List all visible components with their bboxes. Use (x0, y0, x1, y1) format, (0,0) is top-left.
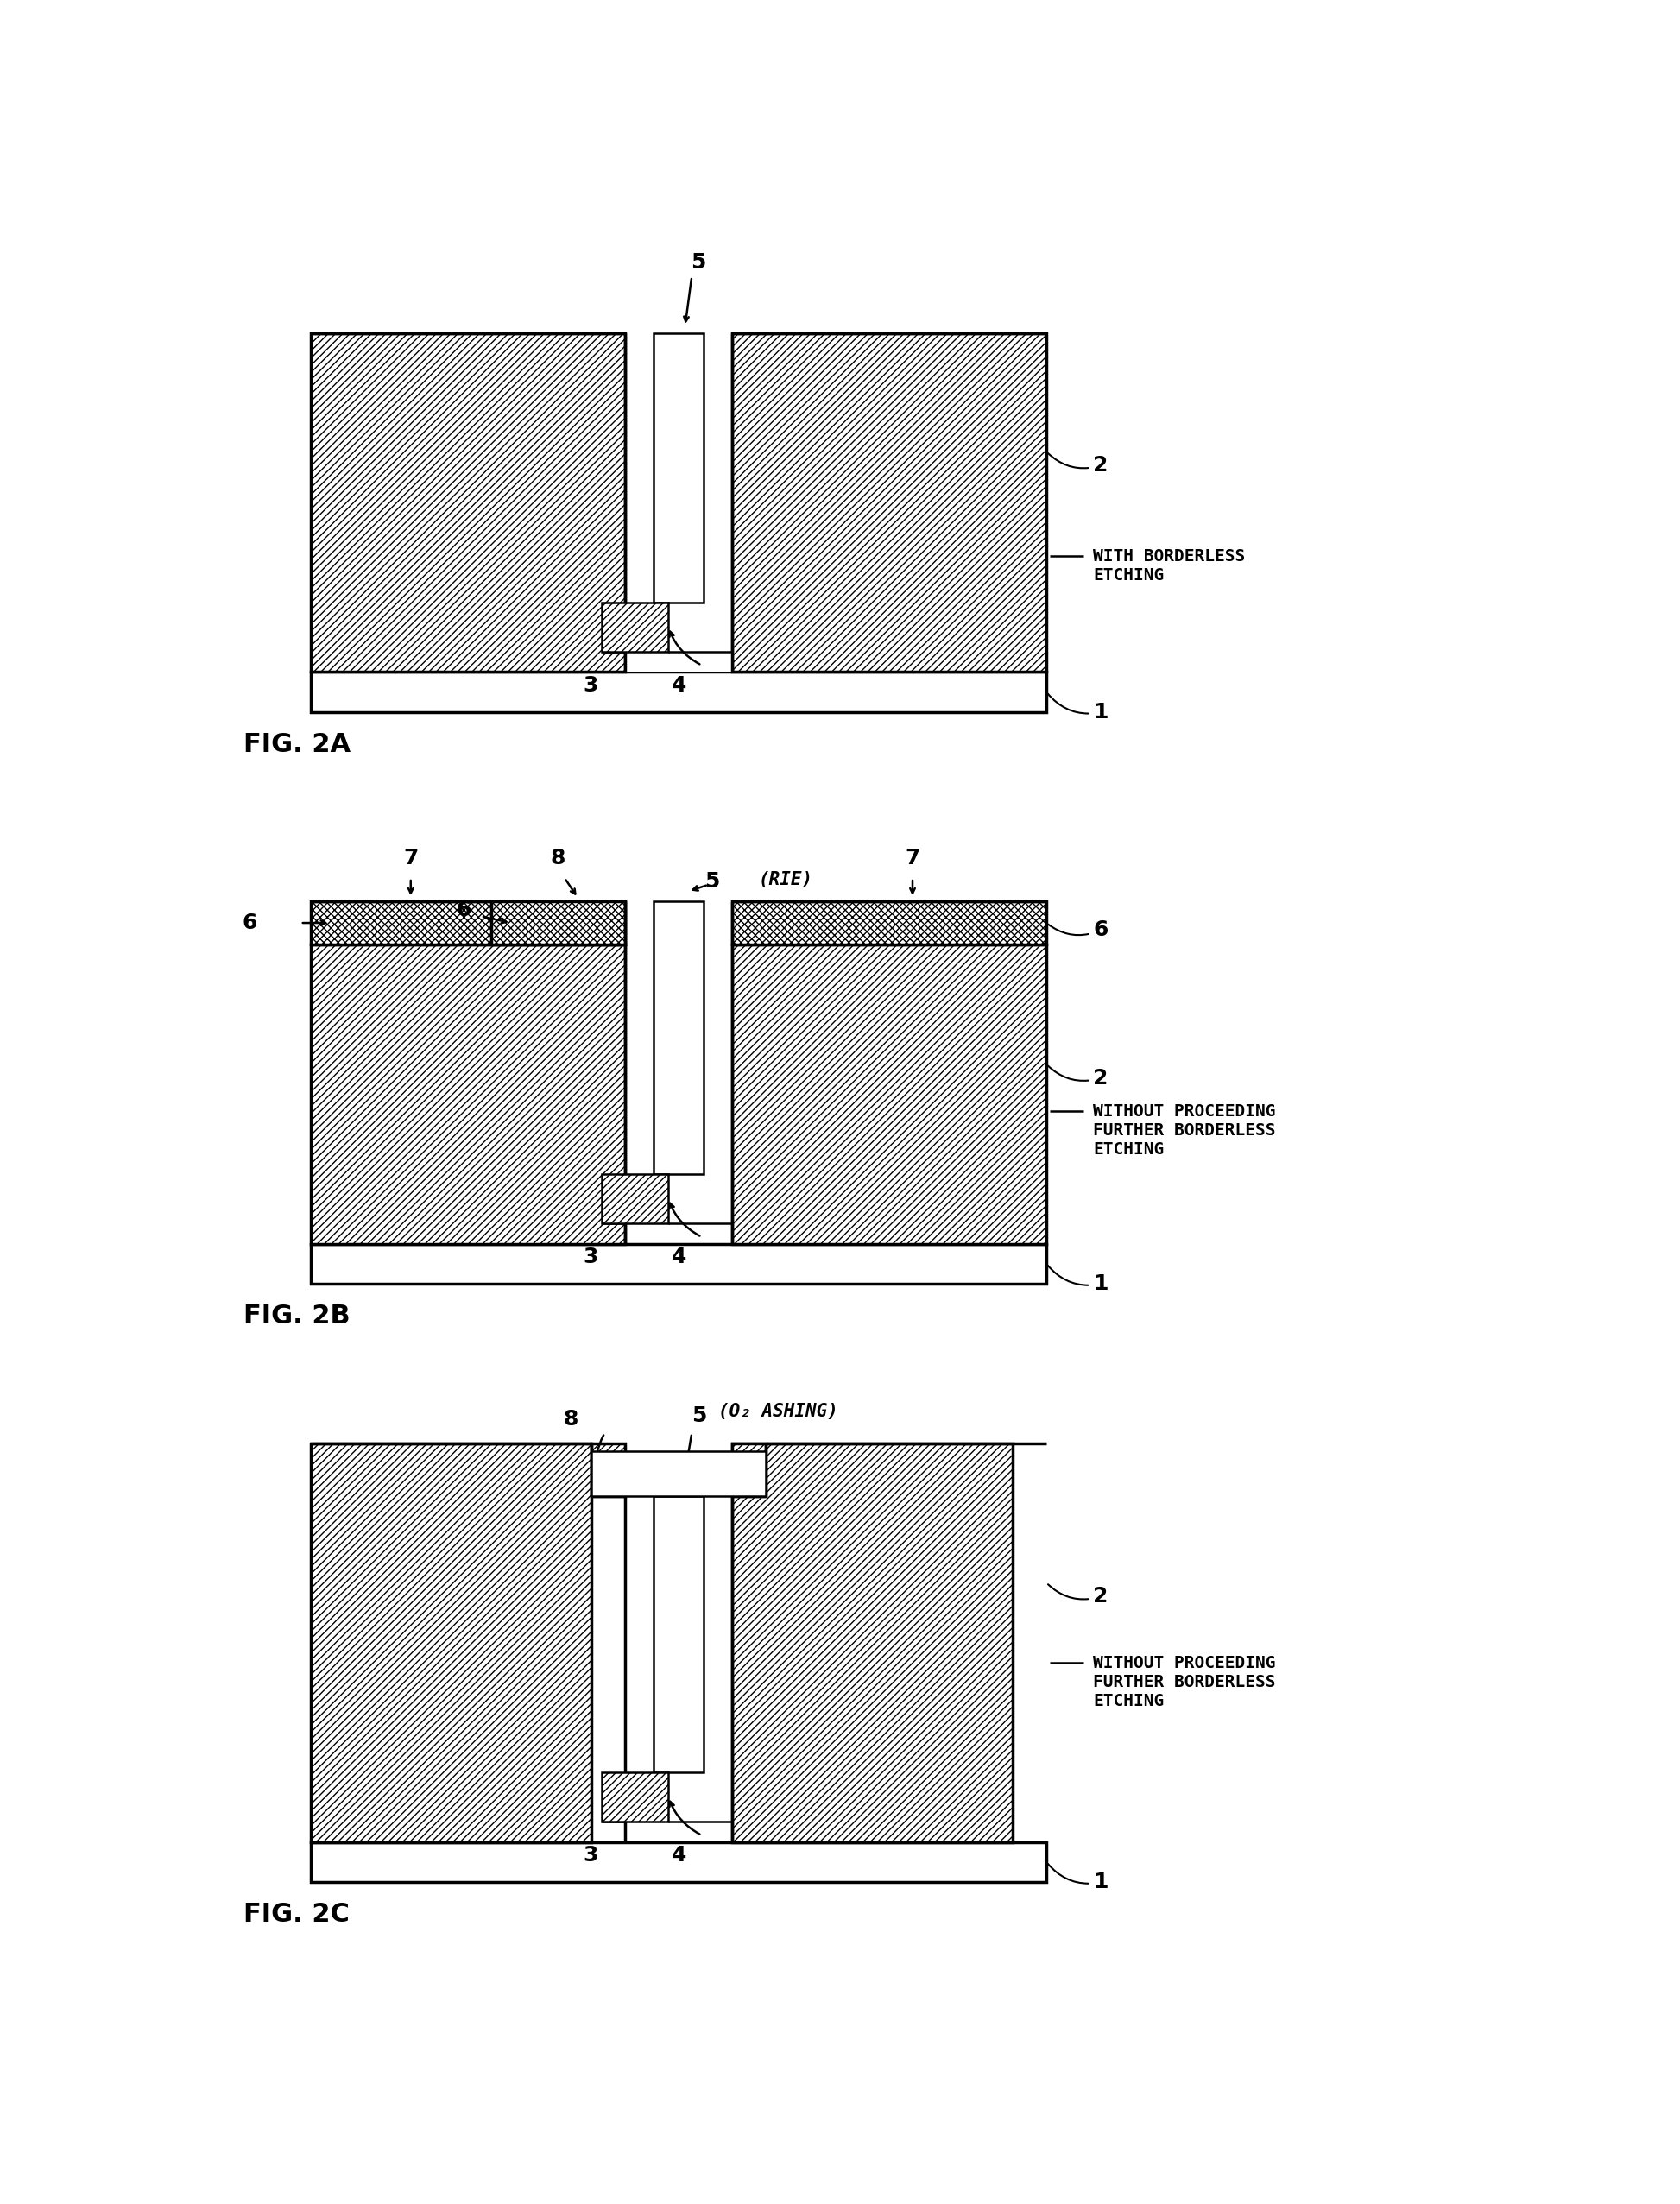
Text: WITH BORDERLESS
ETCHING: WITH BORDERLESS ETCHING (1094, 549, 1245, 584)
Text: 1: 1 (1048, 694, 1109, 723)
Bar (654, 901, 704, 1175)
Text: WITHOUT PROCEEDING
FURTHER BORDERLESS
ETCHING: WITHOUT PROCEEDING FURTHER BORDERLESS ET… (1094, 1655, 1275, 1710)
Bar (311, 1444, 591, 1843)
Text: 4: 4 (672, 674, 687, 696)
Bar (591, 1450, 766, 1497)
Text: 8: 8 (551, 846, 566, 868)
Text: 7: 7 (906, 846, 921, 868)
Bar (311, 672, 1047, 712)
Bar (311, 1243, 1047, 1283)
Text: 1: 1 (1048, 1265, 1109, 1294)
Text: 6: 6 (242, 912, 257, 932)
Text: 5: 5 (704, 871, 719, 893)
Bar (625, 652, 732, 672)
Text: 6: 6 (1048, 919, 1109, 941)
Text: 4: 4 (672, 1845, 687, 1867)
Text: (RIE): (RIE) (759, 871, 813, 888)
Text: 8: 8 (563, 1408, 578, 1430)
Text: 7: 7 (403, 846, 418, 868)
Text: 6: 6 (455, 899, 470, 919)
Text: 1: 1 (1048, 1865, 1109, 1893)
Text: 3: 3 (583, 1845, 598, 1867)
Text: 5: 5 (692, 1406, 707, 1426)
Text: 5: 5 (690, 253, 706, 273)
Bar (732, 901, 1047, 946)
Bar (311, 1843, 1047, 1882)
Bar (732, 1444, 1013, 1843)
Text: FIG. 2A: FIG. 2A (244, 732, 351, 756)
Text: 2: 2 (1048, 454, 1109, 476)
Text: WITHOUT PROCEEDING
FURTHER BORDERLESS
ETCHING: WITHOUT PROCEEDING FURTHER BORDERLESS ET… (1094, 1104, 1275, 1157)
Text: FIG. 2C: FIG. 2C (244, 1902, 349, 1926)
Text: 4: 4 (672, 1247, 687, 1267)
Text: 2: 2 (1048, 1067, 1109, 1089)
Bar (491, 901, 625, 946)
Bar (732, 1444, 766, 1497)
Text: 3: 3 (583, 1247, 598, 1267)
Bar (654, 333, 704, 602)
Bar (654, 1497, 704, 1772)
Bar (732, 333, 1047, 672)
Bar (601, 602, 669, 652)
Bar (732, 946, 1047, 1243)
Text: (O₂ ASHING): (O₂ ASHING) (719, 1402, 838, 1419)
Text: FIG. 2B: FIG. 2B (244, 1303, 349, 1329)
Bar (311, 333, 625, 672)
Bar (311, 901, 625, 946)
Bar (601, 1772, 669, 1823)
Bar (591, 1444, 625, 1497)
Bar (311, 946, 625, 1243)
Bar (601, 1175, 669, 1223)
Text: 2: 2 (1048, 1585, 1109, 1607)
Text: 3: 3 (583, 674, 598, 696)
